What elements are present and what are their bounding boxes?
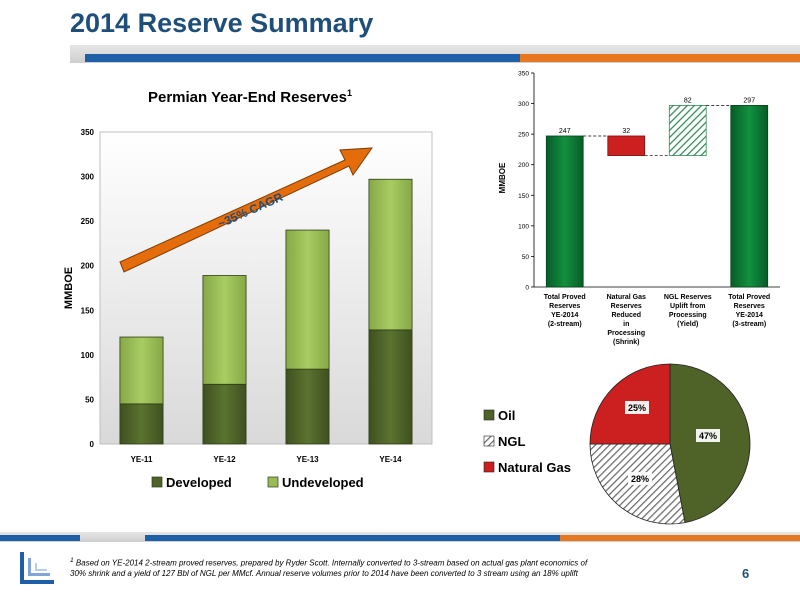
y-tick-label: 350	[81, 128, 95, 137]
waterfall-category-label: Natural Gas Reserves Reduced in Processing (S…	[607, 294, 646, 346]
y-tick-label: 150	[81, 306, 95, 315]
pie-legend-label: NGL	[498, 434, 526, 449]
footnote-text: Based on YE-2014 2-stream proved reserve…	[70, 558, 588, 578]
y-axis-label: MMBOE	[63, 267, 75, 309]
footnote-sup: 1	[70, 557, 74, 564]
pie-slice-oil	[669, 363, 751, 524]
header-band-blue	[85, 54, 800, 62]
chart-title-sup: 1	[347, 88, 352, 98]
footer-band-orange	[560, 535, 800, 541]
waterfall-bar	[668, 105, 707, 156]
page-title: 2014 Reserve Summary	[70, 8, 374, 38]
y-tick-label: 200	[81, 262, 95, 271]
waterfall-data-label: 82	[684, 97, 692, 104]
bar-undeveloped	[368, 178, 413, 331]
x-tick-label: YE-12	[213, 455, 236, 464]
waterfall-category-label: Total Proved Reserves YE-2014 (2-stream)	[544, 294, 586, 328]
pie-legend-swatch	[483, 409, 495, 421]
pie-chart: 47% 28% 25% Oil NGL Natural Gas	[483, 363, 751, 525]
waterfall-y-tick-label: 150	[518, 193, 529, 200]
pie-label-box	[625, 401, 649, 414]
bar-developed	[119, 403, 164, 445]
bar-undeveloped	[285, 229, 330, 370]
cagr-arrow	[119, 147, 374, 273]
waterfall-y-tick-label: 100	[518, 223, 529, 230]
bar-developed	[202, 383, 247, 445]
waterfall-data-label: 247	[559, 128, 571, 135]
waterfall-chart: 0 50 100 150 200 250 300 350 MMBOE 247 32 82 297 T…	[498, 71, 780, 346]
legend-swatch-undeveloped	[267, 476, 279, 488]
y-tick-label: 300	[81, 173, 95, 182]
footer-band-blue	[145, 535, 800, 541]
waterfall-y-axis-label: MMBOE	[498, 162, 507, 193]
waterfall-bar	[607, 135, 646, 156]
pie-label-box	[628, 472, 652, 485]
pie-legend-swatch	[483, 435, 495, 447]
x-tick-label: YE-13	[296, 455, 319, 464]
bar-developed	[368, 329, 413, 445]
pie-data-label: 25%	[628, 403, 646, 413]
page-number: 6	[742, 566, 750, 581]
chart-title: Permian Year-End Reserves1	[148, 88, 352, 106]
pie-data-label: 47%	[699, 431, 717, 441]
y-tick-label: 100	[81, 351, 95, 360]
x-tick-label: YE-11	[131, 455, 153, 464]
y-tick-label: 0	[90, 440, 95, 449]
legend-swatch-developed	[151, 476, 163, 488]
pie-data-label: 28%	[631, 474, 649, 484]
footer-band-left	[0, 535, 80, 541]
bar-undeveloped	[119, 336, 164, 405]
bar-developed	[285, 368, 330, 445]
pie-legend-label: Oil	[498, 408, 515, 423]
bar-undeveloped	[202, 275, 247, 385]
company-logo	[20, 552, 54, 584]
waterfall-y-tick-label: 300	[518, 101, 529, 108]
waterfall-data-label: 297	[743, 97, 755, 104]
waterfall-y-tick-label: 350	[518, 71, 529, 78]
waterfall-y-tick-label: 250	[518, 132, 529, 139]
header-band-orange	[520, 54, 800, 62]
footnote: 1 Based on YE-2014 2-stream proved reser…	[70, 556, 590, 579]
waterfall-y-tick-label: 50	[522, 254, 530, 261]
y-tick-label: 250	[81, 217, 95, 226]
waterfall-data-label: 32	[622, 128, 630, 135]
y-tick-label: 50	[85, 395, 94, 404]
waterfall-y-tick-label: 200	[518, 162, 529, 169]
pie-label-box	[696, 429, 720, 442]
pie-legend-swatch	[483, 461, 495, 473]
waterfall-bar	[545, 135, 584, 288]
waterfall-bar	[730, 105, 769, 288]
legend-label: Undeveloped	[282, 475, 364, 490]
permian-reserves-chart: Permian Year-End Reserves1 0 50 100 150 200 2…	[63, 88, 433, 490]
pie-legend-label: Natural Gas	[498, 460, 571, 475]
legend-label: Developed	[166, 475, 232, 490]
waterfall-category-label: Total Proved Reserves YE-2014 (3-stream)	[728, 294, 770, 328]
waterfall-category-label: NGL Reserves Uplift from Processing (Yield)	[664, 294, 712, 328]
x-tick-label: YE-14	[379, 455, 402, 464]
waterfall-y-tick-label: 0	[525, 285, 529, 292]
